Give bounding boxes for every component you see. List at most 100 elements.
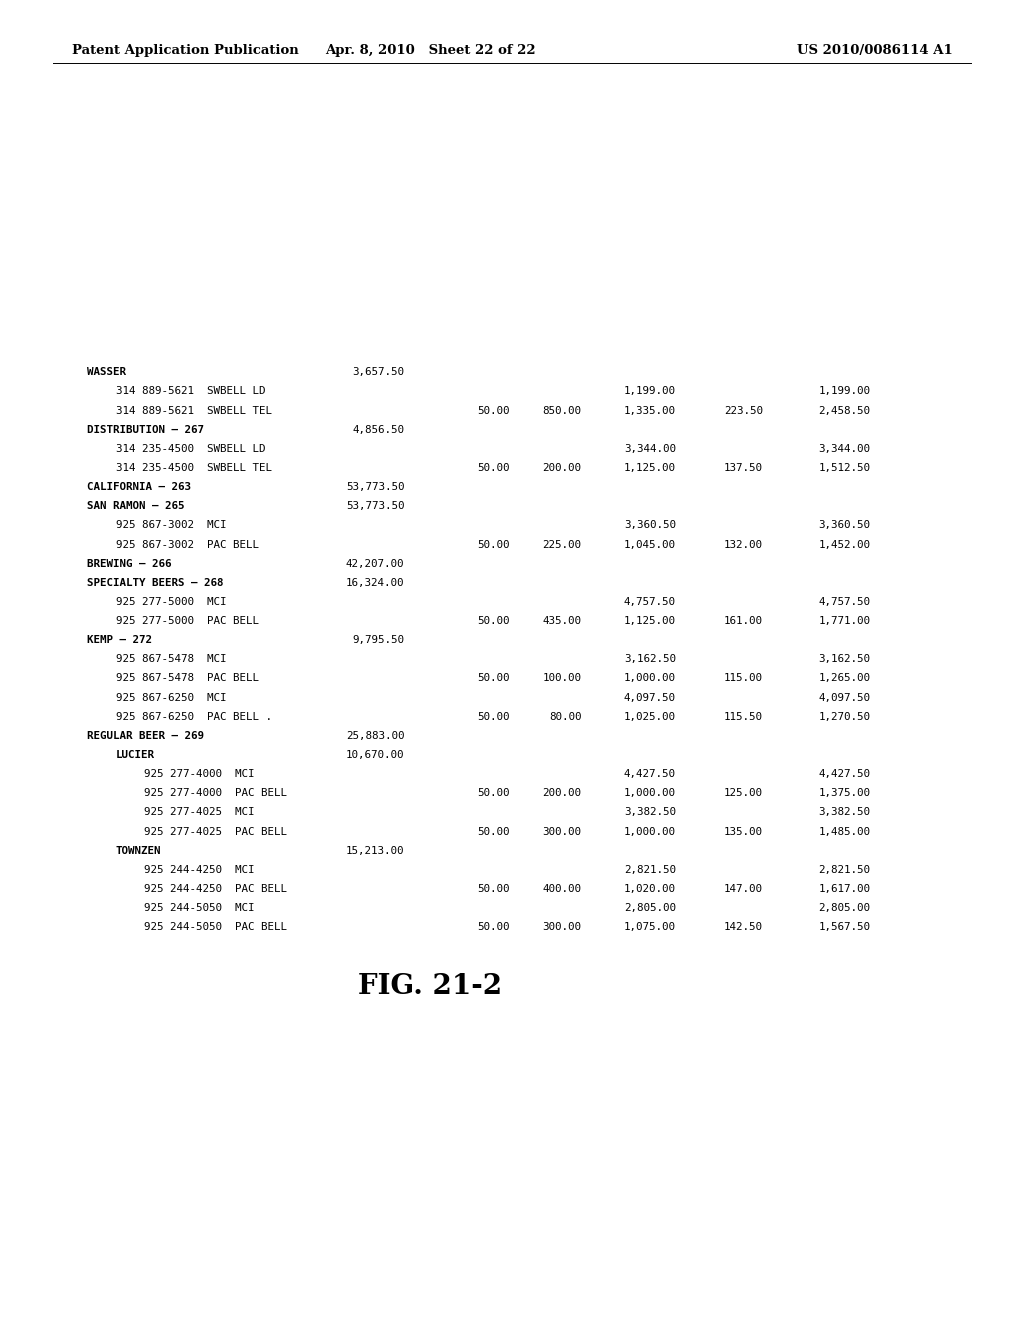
- Text: DISTRIBUTION — 267: DISTRIBUTION — 267: [87, 425, 204, 434]
- Text: 4,757.50: 4,757.50: [624, 597, 676, 607]
- Text: 200.00: 200.00: [543, 788, 582, 799]
- Text: CALIFORNIA — 263: CALIFORNIA — 263: [87, 482, 191, 492]
- Text: 1,485.00: 1,485.00: [818, 826, 870, 837]
- Text: 125.00: 125.00: [724, 788, 763, 799]
- Text: 115.00: 115.00: [724, 673, 763, 684]
- Text: Patent Application Publication: Patent Application Publication: [72, 44, 298, 57]
- Text: 4,427.50: 4,427.50: [624, 770, 676, 779]
- Text: 50.00: 50.00: [477, 884, 510, 894]
- Text: SPECIALTY BEERS — 268: SPECIALTY BEERS — 268: [87, 578, 223, 587]
- Text: TOWNZEN: TOWNZEN: [116, 846, 161, 855]
- Text: 925 277-4000  MCI: 925 277-4000 MCI: [144, 770, 255, 779]
- Text: 3,360.50: 3,360.50: [818, 520, 870, 531]
- Text: 1,270.50: 1,270.50: [818, 711, 870, 722]
- Text: 1,567.50: 1,567.50: [818, 923, 870, 932]
- Text: 223.50: 223.50: [724, 405, 763, 416]
- Text: 4,097.50: 4,097.50: [818, 693, 870, 702]
- Text: REGULAR BEER — 269: REGULAR BEER — 269: [87, 731, 204, 741]
- Text: 925 867-3002  PAC BELL: 925 867-3002 PAC BELL: [116, 540, 259, 549]
- Text: 42,207.00: 42,207.00: [346, 558, 404, 569]
- Text: 1,000.00: 1,000.00: [624, 788, 676, 799]
- Text: 3,657.50: 3,657.50: [352, 367, 404, 378]
- Text: BREWING — 266: BREWING — 266: [87, 558, 172, 569]
- Text: 50.00: 50.00: [477, 923, 510, 932]
- Text: 2,821.50: 2,821.50: [818, 865, 870, 875]
- Text: 80.00: 80.00: [549, 711, 582, 722]
- Text: 9,795.50: 9,795.50: [352, 635, 404, 645]
- Text: KEMP — 272: KEMP — 272: [87, 635, 152, 645]
- Text: 137.50: 137.50: [724, 463, 763, 473]
- Text: 1,025.00: 1,025.00: [624, 711, 676, 722]
- Text: 4,856.50: 4,856.50: [352, 425, 404, 434]
- Text: 925 867-5478  PAC BELL: 925 867-5478 PAC BELL: [116, 673, 259, 684]
- Text: 115.50: 115.50: [724, 711, 763, 722]
- Text: 925 867-6250  MCI: 925 867-6250 MCI: [116, 693, 226, 702]
- Text: 1,512.50: 1,512.50: [818, 463, 870, 473]
- Text: 3,344.00: 3,344.00: [818, 444, 870, 454]
- Text: 1,771.00: 1,771.00: [818, 616, 870, 626]
- Text: 2,805.00: 2,805.00: [624, 903, 676, 913]
- Text: 3,382.50: 3,382.50: [818, 808, 870, 817]
- Text: 3,162.50: 3,162.50: [624, 655, 676, 664]
- Text: 3,360.50: 3,360.50: [624, 520, 676, 531]
- Text: 3,382.50: 3,382.50: [624, 808, 676, 817]
- Text: 850.00: 850.00: [543, 405, 582, 416]
- Text: 1,199.00: 1,199.00: [624, 387, 676, 396]
- Text: 435.00: 435.00: [543, 616, 582, 626]
- Text: Apr. 8, 2010   Sheet 22 of 22: Apr. 8, 2010 Sheet 22 of 22: [325, 44, 536, 57]
- Text: 925 244-4250  MCI: 925 244-4250 MCI: [144, 865, 255, 875]
- Text: 147.00: 147.00: [724, 884, 763, 894]
- Text: 1,375.00: 1,375.00: [818, 788, 870, 799]
- Text: 50.00: 50.00: [477, 673, 510, 684]
- Text: 314 889-5621  SWBELL LD: 314 889-5621 SWBELL LD: [116, 387, 265, 396]
- Text: 1,000.00: 1,000.00: [624, 673, 676, 684]
- Text: 1,020.00: 1,020.00: [624, 884, 676, 894]
- Text: 1,125.00: 1,125.00: [624, 463, 676, 473]
- Text: 1,265.00: 1,265.00: [818, 673, 870, 684]
- Text: 50.00: 50.00: [477, 616, 510, 626]
- Text: 4,097.50: 4,097.50: [624, 693, 676, 702]
- Text: 50.00: 50.00: [477, 826, 510, 837]
- Text: 10,670.00: 10,670.00: [346, 750, 404, 760]
- Text: 50.00: 50.00: [477, 711, 510, 722]
- Text: SAN RAMON — 265: SAN RAMON — 265: [87, 502, 184, 511]
- Text: 1,045.00: 1,045.00: [624, 540, 676, 549]
- Text: 3,344.00: 3,344.00: [624, 444, 676, 454]
- Text: 16,324.00: 16,324.00: [346, 578, 404, 587]
- Text: 925 277-5000  PAC BELL: 925 277-5000 PAC BELL: [116, 616, 259, 626]
- Text: 4,427.50: 4,427.50: [818, 770, 870, 779]
- Text: 2,805.00: 2,805.00: [818, 903, 870, 913]
- Text: 1,335.00: 1,335.00: [624, 405, 676, 416]
- Text: 50.00: 50.00: [477, 540, 510, 549]
- Text: 925 244-4250  PAC BELL: 925 244-4250 PAC BELL: [144, 884, 288, 894]
- Text: 100.00: 100.00: [543, 673, 582, 684]
- Text: 925 277-4025  PAC BELL: 925 277-4025 PAC BELL: [144, 826, 288, 837]
- Text: 925 867-6250  PAC BELL .: 925 867-6250 PAC BELL .: [116, 711, 271, 722]
- Text: 200.00: 200.00: [543, 463, 582, 473]
- Text: 925 277-4025  MCI: 925 277-4025 MCI: [144, 808, 255, 817]
- Text: 314 235-4500  SWBELL LD: 314 235-4500 SWBELL LD: [116, 444, 265, 454]
- Text: 53,773.50: 53,773.50: [346, 502, 404, 511]
- Text: 135.00: 135.00: [724, 826, 763, 837]
- Text: 50.00: 50.00: [477, 788, 510, 799]
- Text: 15,213.00: 15,213.00: [346, 846, 404, 855]
- Text: 925 867-3002  MCI: 925 867-3002 MCI: [116, 520, 226, 531]
- Text: 53,773.50: 53,773.50: [346, 482, 404, 492]
- Text: 1,617.00: 1,617.00: [818, 884, 870, 894]
- Text: 925 277-5000  MCI: 925 277-5000 MCI: [116, 597, 226, 607]
- Text: 1,199.00: 1,199.00: [818, 387, 870, 396]
- Text: WASSER: WASSER: [87, 367, 126, 378]
- Text: 400.00: 400.00: [543, 884, 582, 894]
- Text: US 2010/0086114 A1: US 2010/0086114 A1: [797, 44, 952, 57]
- Text: 1,075.00: 1,075.00: [624, 923, 676, 932]
- Text: 925 277-4000  PAC BELL: 925 277-4000 PAC BELL: [144, 788, 288, 799]
- Text: 132.00: 132.00: [724, 540, 763, 549]
- Text: 4,757.50: 4,757.50: [818, 597, 870, 607]
- Text: 50.00: 50.00: [477, 405, 510, 416]
- Text: 925 867-5478  MCI: 925 867-5478 MCI: [116, 655, 226, 664]
- Text: 1,125.00: 1,125.00: [624, 616, 676, 626]
- Text: 2,458.50: 2,458.50: [818, 405, 870, 416]
- Text: FIG. 21-2: FIG. 21-2: [358, 973, 502, 999]
- Text: 161.00: 161.00: [724, 616, 763, 626]
- Text: 3,162.50: 3,162.50: [818, 655, 870, 664]
